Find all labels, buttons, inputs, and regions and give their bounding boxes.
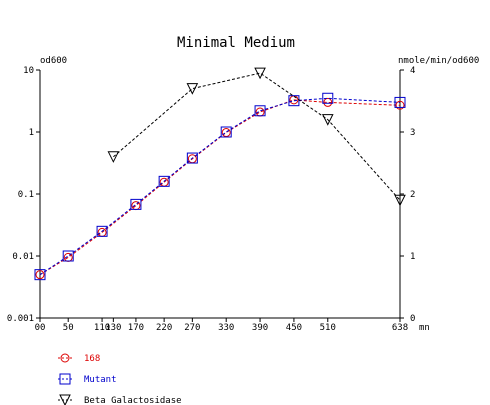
data-point-168	[395, 100, 405, 110]
data-point-beta-galactosidase	[107, 151, 120, 163]
legend-label: Mutant	[84, 375, 117, 385]
legend-item-168: 168	[58, 353, 100, 364]
y-right-tick-label: 2	[410, 190, 415, 200]
y-right-tick-label: 3	[410, 128, 415, 138]
data-point-168	[323, 97, 333, 107]
x-tick-label: 130	[105, 323, 121, 333]
data-point-168	[221, 128, 231, 138]
data-point-mutant	[288, 95, 300, 107]
chart-title: Minimal Medium	[177, 35, 295, 51]
data-point-mutant	[62, 250, 74, 262]
x-tick-label: 220	[156, 323, 172, 333]
x-tick-label: 330	[218, 323, 234, 333]
y-left-tick-label: 1	[29, 128, 34, 138]
series-line-168	[39, 99, 401, 276]
data-point-mutant	[130, 198, 142, 210]
x-tick-label: 390	[252, 323, 268, 333]
y-right-axis-label: nmole/min/od600	[398, 56, 479, 66]
y-left-axis-label: od600	[40, 56, 67, 66]
series-line-mutant	[39, 97, 401, 276]
legend-item-beta-galactosidase: Beta Galactosidase	[58, 394, 182, 405]
data-point-mutant	[220, 126, 232, 138]
x-axis-unit: mn	[419, 323, 430, 333]
x-tick-label: 50	[63, 323, 74, 333]
data-point-mutant	[394, 96, 406, 108]
data-point-beta-galactosidase	[394, 194, 406, 207]
x-tick-label: 170	[128, 323, 144, 333]
data-point-168	[35, 270, 45, 280]
data-point-mutant	[34, 269, 46, 281]
data-point-mutant	[158, 175, 170, 187]
y-right-tick-label: 0	[410, 314, 415, 324]
legend-item-mutant: Mutant	[58, 373, 117, 385]
series-line-beta-galactosidase	[113, 72, 401, 201]
x-tick-label: 00	[35, 323, 46, 333]
x-tick-label: 270	[184, 323, 200, 333]
x-tick-label: 638	[392, 323, 408, 333]
x-tick-label: 110	[94, 323, 110, 333]
y-left-tick-label: 10	[23, 66, 34, 76]
x-tick-label: 510	[320, 323, 336, 333]
x-tick-label: 450	[286, 323, 302, 333]
data-point-beta-galactosidase	[321, 114, 334, 126]
data-point-168	[131, 201, 141, 211]
legend-marker	[60, 353, 70, 363]
data-point-mutant	[322, 92, 334, 104]
legend-marker	[59, 373, 71, 385]
data-point-beta-galactosidase	[254, 67, 266, 80]
y-right-tick-label: 1	[410, 252, 415, 262]
legend-marker	[59, 394, 71, 405]
legend-label: Beta Galactosidase	[84, 396, 182, 405]
y-left-tick-label: 0.1	[18, 190, 34, 200]
legend-label: 168	[84, 354, 100, 364]
y-left-tick-label: 0.01	[12, 252, 34, 262]
data-point-mutant	[96, 225, 108, 237]
data-point-mutant	[186, 152, 198, 164]
y-right-tick-label: 4	[410, 66, 415, 76]
data-point-mutant	[254, 105, 266, 117]
y-left-tick-label: 0.001	[7, 314, 34, 324]
data-point-beta-galactosidase	[186, 83, 199, 95]
